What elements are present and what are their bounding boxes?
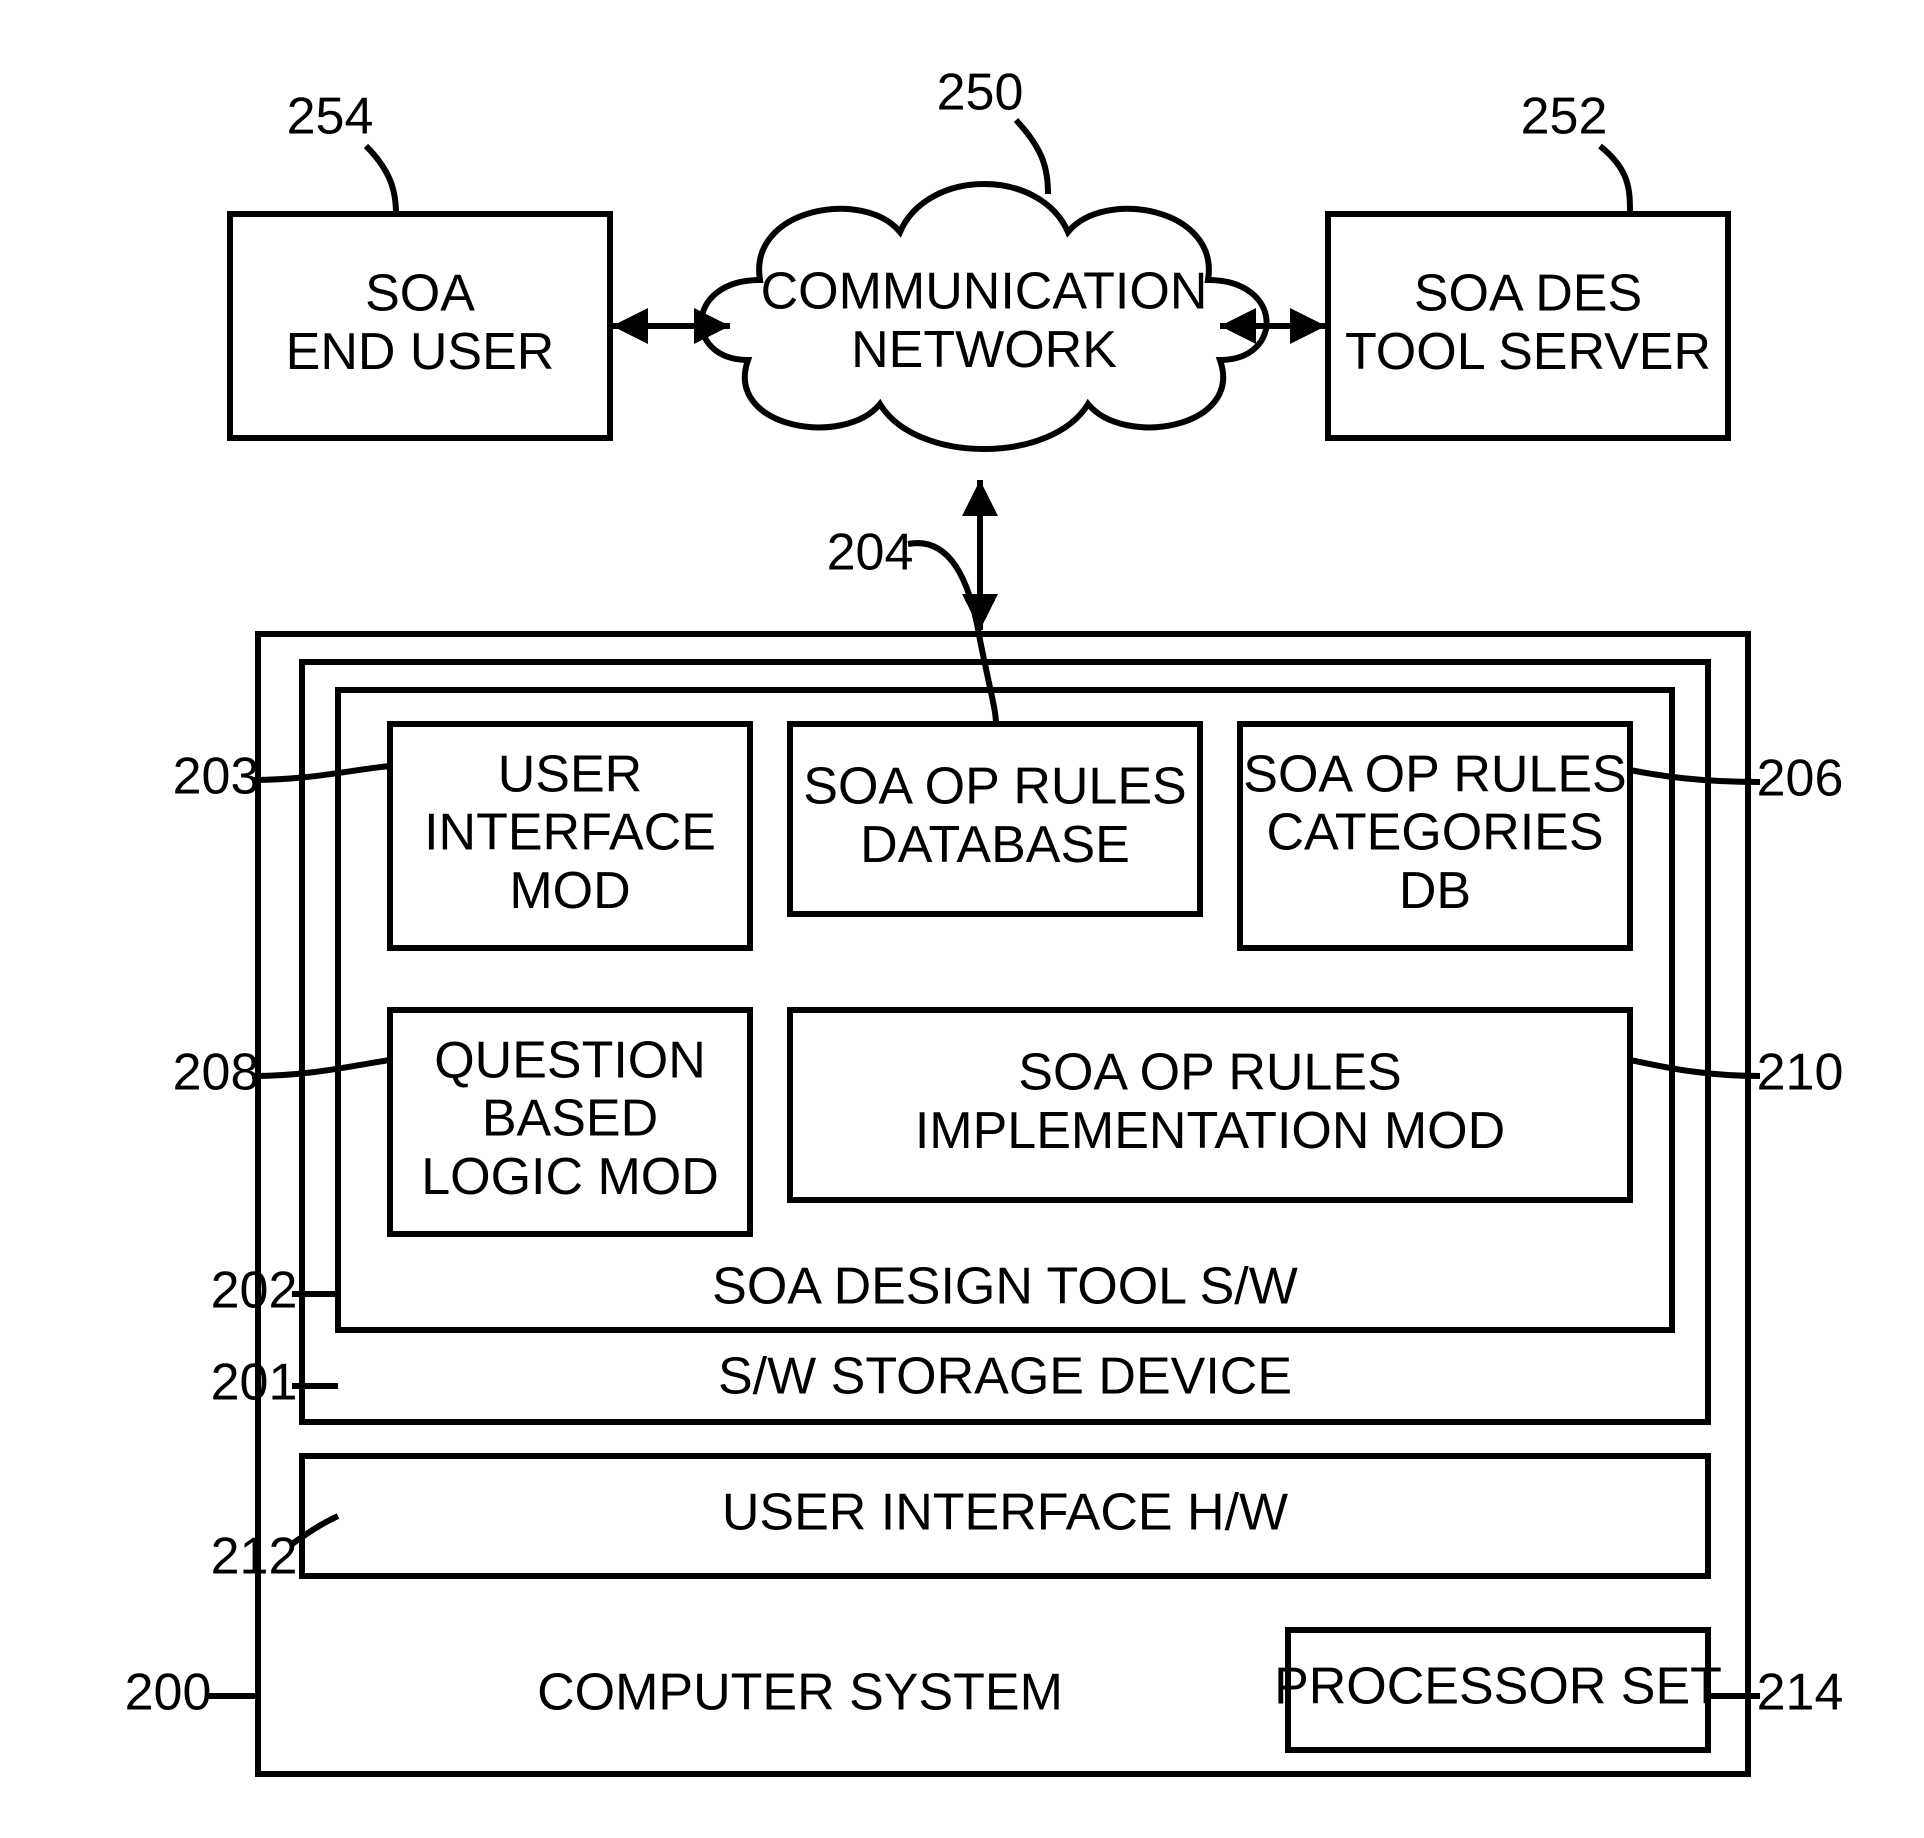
svg-text:202: 202 (211, 1262, 298, 1320)
svg-text:CATEGORIES: CATEGORIES (1266, 804, 1603, 862)
svg-text:SOA DESIGN TOOL S/W: SOA DESIGN TOOL S/W (712, 1258, 1298, 1316)
svg-text:210: 210 (1757, 1044, 1844, 1102)
svg-text:QUESTION: QUESTION (434, 1031, 706, 1089)
svg-text:203: 203 (173, 748, 260, 806)
svg-text:USER INTERFACE H/W: USER INTERFACE H/W (722, 1484, 1288, 1542)
svg-text:TOOL SERVER: TOOL SERVER (1345, 323, 1711, 381)
svg-text:SOA: SOA (365, 265, 475, 323)
svg-text:250: 250 (937, 64, 1024, 122)
svg-text:SOA OP RULES: SOA OP RULES (1243, 745, 1626, 803)
svg-text:BASED: BASED (482, 1090, 658, 1148)
svg-text:NETWORK: NETWORK (851, 321, 1117, 379)
svg-text:COMPUTER SYSTEM: COMPUTER SYSTEM (537, 1664, 1063, 1722)
svg-text:MOD: MOD (509, 862, 630, 920)
svg-text:END USER: END USER (286, 323, 555, 381)
svg-text:IMPLEMENTATION MOD: IMPLEMENTATION MOD (915, 1102, 1505, 1160)
svg-text:PROCESSOR SET: PROCESSOR SET (1274, 1658, 1722, 1716)
svg-text:254: 254 (287, 88, 374, 146)
svg-text:200: 200 (125, 1664, 212, 1722)
svg-text:LOGIC MOD: LOGIC MOD (421, 1148, 719, 1206)
svg-text:208: 208 (173, 1044, 260, 1102)
svg-text:252: 252 (1521, 88, 1608, 146)
svg-text:SOA OP RULES: SOA OP RULES (1018, 1044, 1401, 1102)
svg-text:DATABASE: DATABASE (860, 816, 1130, 874)
svg-text:214: 214 (1757, 1664, 1844, 1722)
svg-text:COMMUNICATION: COMMUNICATION (761, 263, 1208, 321)
svg-text:S/W STORAGE DEVICE: S/W STORAGE DEVICE (718, 1348, 1292, 1406)
svg-text:USER: USER (498, 745, 642, 803)
svg-text:201: 201 (211, 1354, 298, 1412)
svg-text:DB: DB (1399, 862, 1471, 920)
svg-text:212: 212 (211, 1528, 298, 1586)
svg-text:INTERFACE: INTERFACE (424, 804, 716, 862)
svg-text:SOA DES: SOA DES (1414, 265, 1642, 323)
svg-text:204: 204 (827, 524, 914, 582)
svg-text:SOA OP RULES: SOA OP RULES (803, 758, 1186, 816)
svg-text:206: 206 (1757, 750, 1844, 808)
